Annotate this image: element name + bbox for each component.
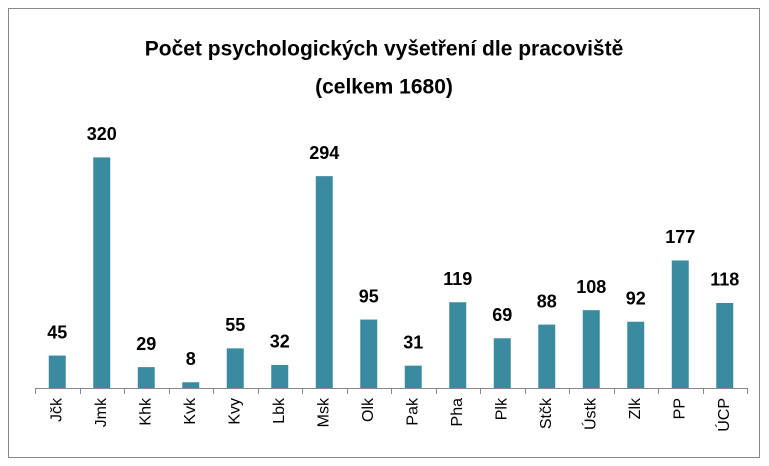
value-label: 55	[225, 315, 245, 335]
x-tick-label: ÚCP	[714, 398, 733, 432]
bar	[315, 176, 333, 388]
x-tick-label: Zlk	[627, 397, 644, 419]
x-tick-label: PP	[671, 398, 688, 419]
bar	[582, 310, 600, 388]
value-label: 88	[537, 291, 557, 311]
x-tick-label: Stčk	[538, 397, 555, 429]
value-label: 92	[626, 288, 646, 308]
x-tick-label: Olk	[360, 397, 377, 422]
bar	[449, 302, 467, 388]
bar	[404, 365, 422, 388]
value-label: 119	[443, 269, 472, 289]
value-label: 108	[576, 277, 606, 297]
value-label: 45	[47, 322, 67, 342]
value-label: 8	[186, 349, 196, 369]
x-tick-label: Jmk	[93, 397, 110, 427]
x-tick-label: Msk	[315, 397, 332, 427]
x-tick-label: Ústk	[580, 397, 599, 430]
x-tick-label: Lbk	[271, 397, 288, 424]
bar	[538, 324, 556, 388]
bar	[671, 260, 689, 388]
value-label: 118	[710, 270, 739, 290]
value-label: 69	[492, 305, 512, 325]
value-label: 29	[136, 334, 156, 354]
value-label: 31	[403, 332, 423, 352]
value-label: 177	[665, 227, 695, 247]
bar	[271, 364, 289, 388]
x-tick-label: Pha	[449, 398, 466, 427]
value-label: 320	[87, 124, 117, 144]
x-tick-label: Khk	[137, 397, 154, 426]
bar	[716, 302, 734, 388]
x-tick-label: Pak	[404, 397, 421, 426]
value-label: 294	[309, 143, 339, 163]
bar	[360, 319, 378, 388]
bar	[137, 367, 155, 388]
x-tick-label: Plk	[493, 397, 510, 420]
chart-title: Počet psychologických vyšetření dle prac…	[145, 38, 624, 61]
bar	[493, 338, 511, 388]
bar	[226, 348, 244, 388]
x-tick-label: Kvy	[226, 398, 243, 425]
bar	[182, 382, 200, 388]
value-label: 32	[270, 332, 290, 352]
bar	[93, 157, 111, 388]
bar	[48, 355, 66, 388]
bar	[627, 321, 645, 388]
x-tick-label: Kvk	[182, 397, 199, 425]
value-label: 95	[359, 286, 379, 306]
x-tick-label: Jčk	[48, 397, 65, 422]
chart-subtitle: (celkem 1680)	[315, 76, 453, 99]
